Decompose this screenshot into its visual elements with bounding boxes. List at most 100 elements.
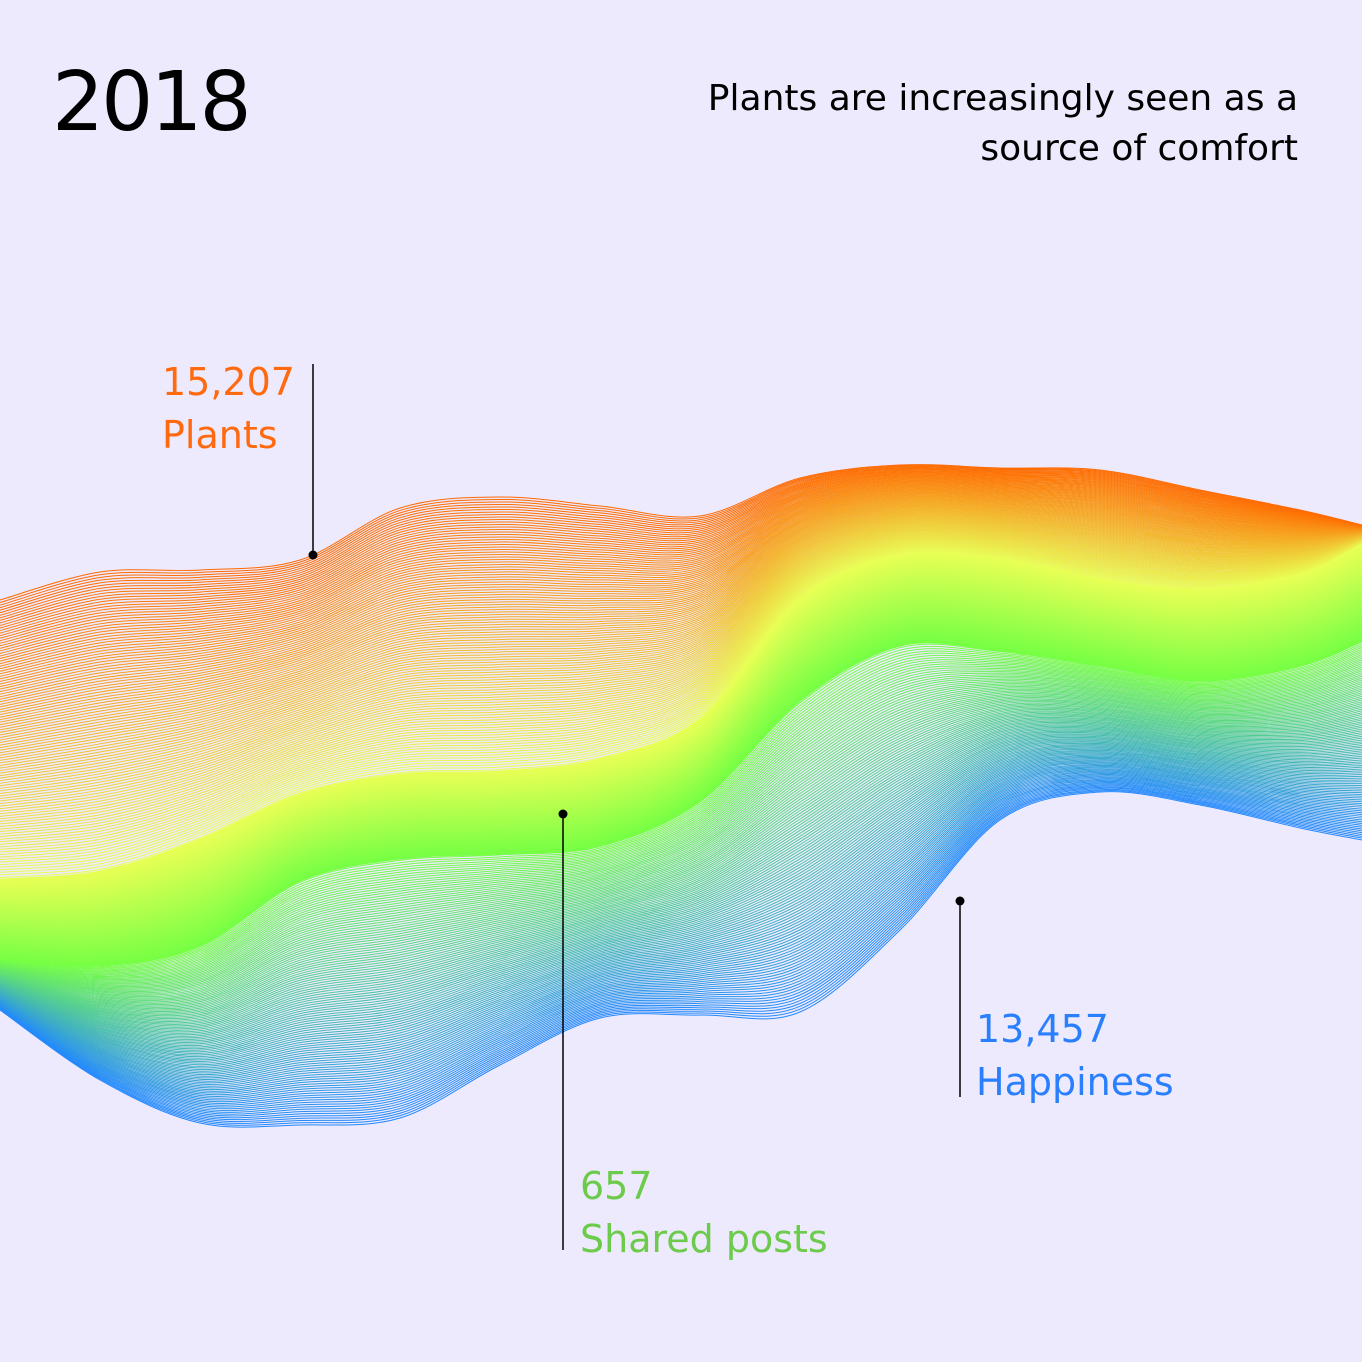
ribbon-line — [0, 593, 1362, 925]
ribbon-line — [0, 614, 1362, 945]
ribbon-line — [0, 506, 1362, 736]
ribbon-line — [0, 749, 1362, 1066]
ribbon-line — [0, 735, 1362, 1047]
ribbon-line — [0, 531, 1362, 815]
ribbon-line — [0, 728, 1362, 1037]
plants-label: Plants — [162, 413, 278, 457]
ribbon-line — [0, 783, 1362, 1115]
ribbon-line — [0, 509, 1362, 744]
ribbon-line — [0, 786, 1362, 1121]
ribbon-line — [0, 500, 1362, 716]
ribbon-line — [0, 507, 1362, 738]
ribbon-line — [0, 471, 1362, 624]
ribbon-line — [0, 579, 1362, 912]
ribbon-line — [0, 478, 1362, 647]
ribbon-line — [0, 482, 1362, 660]
ribbon-line — [0, 720, 1362, 1028]
headline: Plants are increasingly seen as a source… — [707, 78, 1298, 169]
ribbon-line — [0, 695, 1362, 1002]
ribbon-line — [0, 716, 1362, 1024]
ribbon-line — [0, 619, 1362, 949]
ribbon-line — [0, 520, 1362, 779]
ribbon-line — [0, 490, 1362, 685]
ribbon-line — [0, 527, 1362, 802]
ribbon-line — [0, 516, 1362, 766]
ribbon-line — [0, 748, 1362, 1064]
ribbon-line — [0, 684, 1362, 994]
ribbon-line — [0, 626, 1362, 956]
ribbon-line — [0, 688, 1362, 996]
ribbon-line — [0, 502, 1362, 723]
ribbon-line — [0, 741, 1362, 1054]
ribbon-line — [0, 723, 1362, 1031]
ribbon-line — [0, 672, 1362, 985]
ribbon-line — [0, 539, 1362, 840]
ribbon-line — [0, 505, 1362, 731]
ribbon-line — [0, 467, 1362, 611]
ribbon-line — [0, 543, 1362, 861]
ribbon-line — [0, 476, 1362, 639]
ribbon-line — [0, 776, 1362, 1104]
plants-value: 15,207 — [162, 360, 295, 404]
ribbon-line — [0, 782, 1362, 1113]
annotation-plants: 15,207 Plants — [162, 356, 295, 462]
ribbon-line — [0, 760, 1362, 1081]
ribbon-line — [0, 692, 1362, 999]
ribbon-line — [0, 486, 1362, 672]
ribbon-line — [0, 477, 1362, 642]
ribbon-line — [0, 644, 1362, 969]
ribbon-line — [0, 494, 1362, 698]
ribbon-line — [0, 621, 1362, 952]
ribbon-line — [0, 721, 1362, 1030]
ribbon-line — [0, 540, 1362, 843]
ribbon-line — [0, 639, 1362, 967]
ribbon-line — [0, 498, 1362, 710]
ribbon-line — [0, 503, 1362, 726]
ribbon-line — [0, 530, 1362, 812]
ribbon-line — [0, 496, 1362, 703]
ribbon-line — [0, 485, 1362, 670]
ribbon-line — [0, 481, 1362, 657]
ribbon-line — [0, 491, 1362, 688]
ribbon-line — [0, 610, 1362, 941]
ribbon-line — [0, 523, 1362, 789]
ribbon-line — [0, 772, 1362, 1099]
ribbon-line — [0, 492, 1362, 690]
ribbon-line — [0, 524, 1362, 792]
ribbon-line — [0, 508, 1362, 741]
ribbon-line — [0, 588, 1362, 921]
ribbon-line — [0, 546, 1362, 884]
ribbon-line — [0, 487, 1362, 675]
ribbon-line — [0, 690, 1362, 998]
annotation-shared-posts: 657 Shared posts — [580, 1160, 828, 1266]
ribbon-line — [0, 739, 1362, 1051]
ribbon-line — [0, 664, 1362, 981]
ribbon-line — [0, 629, 1362, 958]
ribbon-line — [0, 480, 1362, 652]
ribbon-line — [0, 493, 1362, 695]
shared-point — [558, 809, 568, 819]
ribbon-line — [0, 510, 1362, 749]
ribbon-line — [0, 631, 1362, 961]
ribbon-line — [0, 548, 1362, 886]
ribbon-line — [0, 612, 1362, 943]
ribbon-line — [0, 768, 1362, 1092]
ribbon-line — [0, 522, 1362, 787]
ribbon-line — [0, 541, 1362, 845]
ribbon-line — [0, 484, 1362, 665]
ribbon-line — [0, 706, 1362, 1013]
ribbon-line — [0, 733, 1362, 1043]
ribbon-line — [0, 730, 1362, 1040]
ribbon-line — [0, 681, 1362, 991]
ribbon-line — [0, 513, 1362, 756]
ribbon-line — [0, 784, 1362, 1117]
ribbon-line — [0, 734, 1362, 1045]
ribbon-line — [0, 497, 1362, 705]
ribbon-line — [0, 654, 1362, 974]
ribbon-line — [0, 464, 1362, 601]
plants-point — [308, 550, 318, 560]
ribbon-line — [0, 530, 1362, 810]
ribbon-line — [0, 535, 1362, 828]
annotation-plants-marker — [308, 364, 318, 560]
